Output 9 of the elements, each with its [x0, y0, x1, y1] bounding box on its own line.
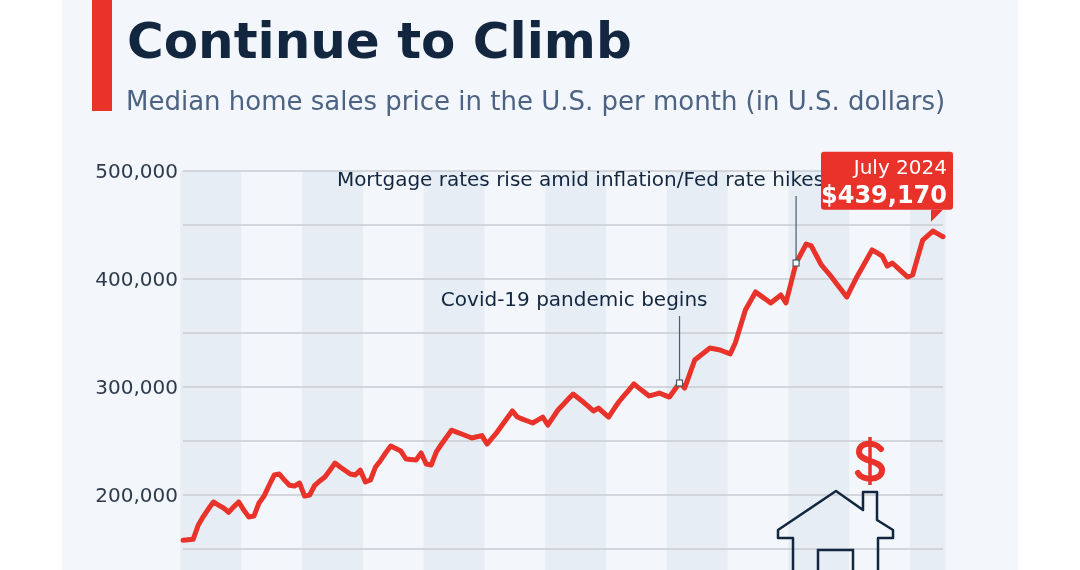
annotation: Covid-19 pandemic begins	[440, 287, 708, 311]
annotation: $439,170	[820, 180, 947, 209]
y-tick-label: 200,000	[95, 483, 178, 507]
chart-subtitle: Median home sales price in the U.S. per month (in U.S. dollars)	[126, 86, 946, 116]
annotation: July 2024	[851, 154, 947, 179]
chart-title: Continue to Climb	[127, 12, 632, 70]
y-tick-label: 300,000	[95, 375, 178, 399]
y-tick-label: 400,000	[95, 267, 178, 291]
y-tick-label: 500,000	[95, 159, 178, 183]
